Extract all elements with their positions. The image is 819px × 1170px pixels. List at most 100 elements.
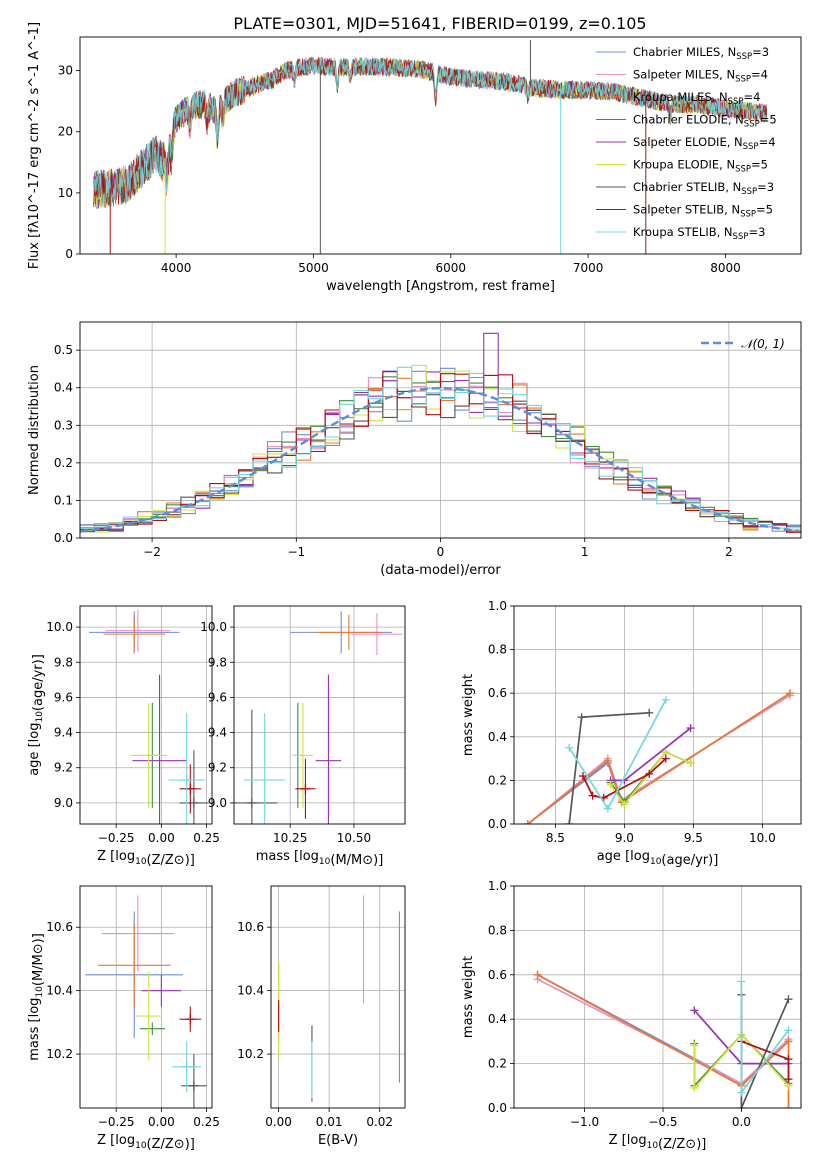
errorbar-kroupa-elodie: [292, 702, 314, 809]
plot-area: [80, 332, 801, 533]
y-tick-label: 9.2: [54, 761, 73, 775]
y-tick-label: 0: [65, 247, 73, 261]
weight-series-kroupa-elodie: [606, 748, 695, 809]
panel-age-vs-Z: −0.25 0.00 0.259.09.29.49.69.810.0Z [log10…: [27, 605, 220, 868]
label-part: log: [27, 723, 42, 743]
y-axis-label: mass [log10(M/M⊙)]: [27, 933, 46, 1061]
y-tick-label: 1.0: [488, 879, 507, 893]
x-tick-label: 0.00: [148, 1115, 175, 1129]
errorbar-chabrier-stelib: [179, 750, 209, 824]
label-part: log: [115, 849, 135, 864]
label-part: (M/M⊙)]: [31, 933, 46, 986]
legend-label: Chabrier STELIB, NSSP=3: [633, 180, 774, 197]
y-tick-label: 0.0: [488, 817, 507, 831]
y-tick-label: 0.4: [488, 1012, 507, 1026]
label-part: log: [630, 849, 650, 864]
legend-label-main: Salpeter ELODIE, N: [633, 135, 743, 149]
legend-label-tail: =5: [756, 203, 773, 217]
label-part: E(B-V): [318, 1133, 358, 1148]
y-tick-label: 9.4: [54, 726, 73, 740]
label-part: mass [: [256, 849, 299, 864]
label-part: (data-model)/error: [380, 563, 501, 578]
x-tick-label: 0.00: [265, 1115, 292, 1129]
errorbar-kroupa-stelib: [244, 713, 286, 824]
y-tick-label: 0.5: [54, 343, 73, 357]
legend-label: 𝒩(0, 1): [741, 337, 785, 351]
label-part: (Z/Z⊙)]: [147, 1137, 195, 1152]
y-tick-label: 0.0: [54, 531, 73, 545]
axes-frame: [79, 321, 802, 539]
x-tick-label: −0.25: [98, 831, 135, 845]
y-tick-label: 0.4: [54, 381, 73, 395]
label-part: Flux [fλ10^-17 erg cm^-2 s^-1 A^-1]: [27, 22, 42, 269]
label-part: Normed distribution: [27, 365, 42, 495]
legend-label-tail: =5: [751, 158, 768, 172]
y-tick-label: 9.2: [208, 761, 227, 775]
label-part: (age/yr)]: [31, 654, 46, 711]
legend-label-tail: =3: [752, 45, 769, 59]
errorbar-kroupa-elodie: [130, 702, 167, 809]
y-tick-label: 9.6: [54, 690, 73, 704]
y-tick-label: 1.0: [488, 599, 507, 613]
legend-label-sub: SSP: [736, 52, 752, 62]
errorbar-salpeter-elodie: [132, 674, 187, 824]
plot-area: [278, 895, 400, 1102]
legend-label-sub: SSP: [743, 142, 759, 152]
axes-frame: [513, 885, 802, 1109]
y-tick-label: 0.3: [54, 418, 73, 432]
figure-title: PLATE=0301, MJD=51641, FIBERID=0199, z=0…: [233, 14, 646, 33]
y-tick-label: 0.4: [488, 730, 507, 744]
plot-area: [85, 895, 207, 1108]
y-tick-label: 10.2: [46, 1047, 73, 1061]
y-tick-label: 9.8: [208, 655, 227, 669]
x-tick-label: 0.0: [732, 1115, 751, 1129]
weight-series-chabrier-miles: [523, 689, 794, 824]
errorbar-salpeter-miles: [351, 613, 403, 656]
normal-reference-curve: [80, 386, 799, 533]
label-sub: 10: [135, 857, 147, 867]
y-tick-label: 30: [58, 64, 73, 78]
residual-hist-salpeter-stelib: [80, 371, 801, 533]
x-tick-label: 5000: [298, 261, 329, 275]
x-axis-label: (data-model)/error: [380, 563, 501, 578]
y-axis-label: mass weight: [461, 674, 476, 756]
panel-residuals: −2 −1 0 1 2 0.0 0.1 0.2 0.3 0.4 0.5 (data-model)/er…: [27, 321, 802, 578]
axes-frame: [513, 605, 802, 825]
weight-series-chabrier-stelib: [737, 990, 793, 1108]
x-tick-label: 0: [437, 545, 445, 559]
y-tick-label: 9.6: [208, 690, 227, 704]
x-tick-label: −1: [287, 545, 305, 559]
legend-label-sub: SSP: [733, 232, 749, 242]
legend-label: Chabrier ELODIE, NSSP=5: [633, 113, 777, 130]
x-tick-label: 0.02: [366, 1115, 393, 1129]
y-tick-label: 10.0: [46, 620, 73, 634]
y-axis-label: age [log10(age/yr)]: [27, 654, 46, 776]
errorbar-salpeter-miles: [105, 609, 171, 652]
panel-spectrum: 4000 5000 6000 7000 8000 0 10 20 30 wavelength [A…: [27, 22, 802, 294]
x-tick-label: 0.00: [148, 831, 175, 845]
plot-area: [234, 611, 403, 824]
x-tick-label: 0.01: [316, 1115, 343, 1129]
label-sub: 10: [35, 986, 45, 998]
errorbar-chabrier-stelib: [181, 1054, 207, 1108]
errorbar-kroupa-miles: [98, 924, 171, 1007]
x-axis-label: wavelength [Angstrom, rest frame]: [326, 279, 555, 294]
y-tick-label: 10.4: [46, 984, 73, 998]
x-axis-label: Z [log10(Z/Z⊙)]: [97, 1133, 195, 1152]
legend-label-sub: SSP: [728, 97, 744, 107]
axes-frame: [233, 605, 406, 825]
legend-label: Kroupa MILES, NSSP=4: [633, 90, 760, 107]
plot-area: [523, 689, 794, 824]
x-tick-label: 10.0: [749, 831, 776, 845]
errorbar-salpeter-stelib: [179, 1006, 202, 1032]
y-tick-label: 0.2: [488, 773, 507, 787]
x-tick-label: 1: [581, 545, 589, 559]
errorbar-kroupa-miles: [103, 616, 165, 652]
y-tick-label: 10: [58, 186, 73, 200]
panel-mass-weight-vs-Z: −1.0 −0.5 0.0 0.0 0.2 0.4 0.6 0.8 1.0 Z [log10(Z/…: [461, 879, 802, 1152]
x-axis-label: age [log10(age/yr)]: [597, 849, 719, 868]
legend-label-tail: =3: [757, 180, 774, 194]
legend-label-sub: SSP: [744, 120, 760, 130]
legend-label-tail: =3: [748, 225, 765, 239]
